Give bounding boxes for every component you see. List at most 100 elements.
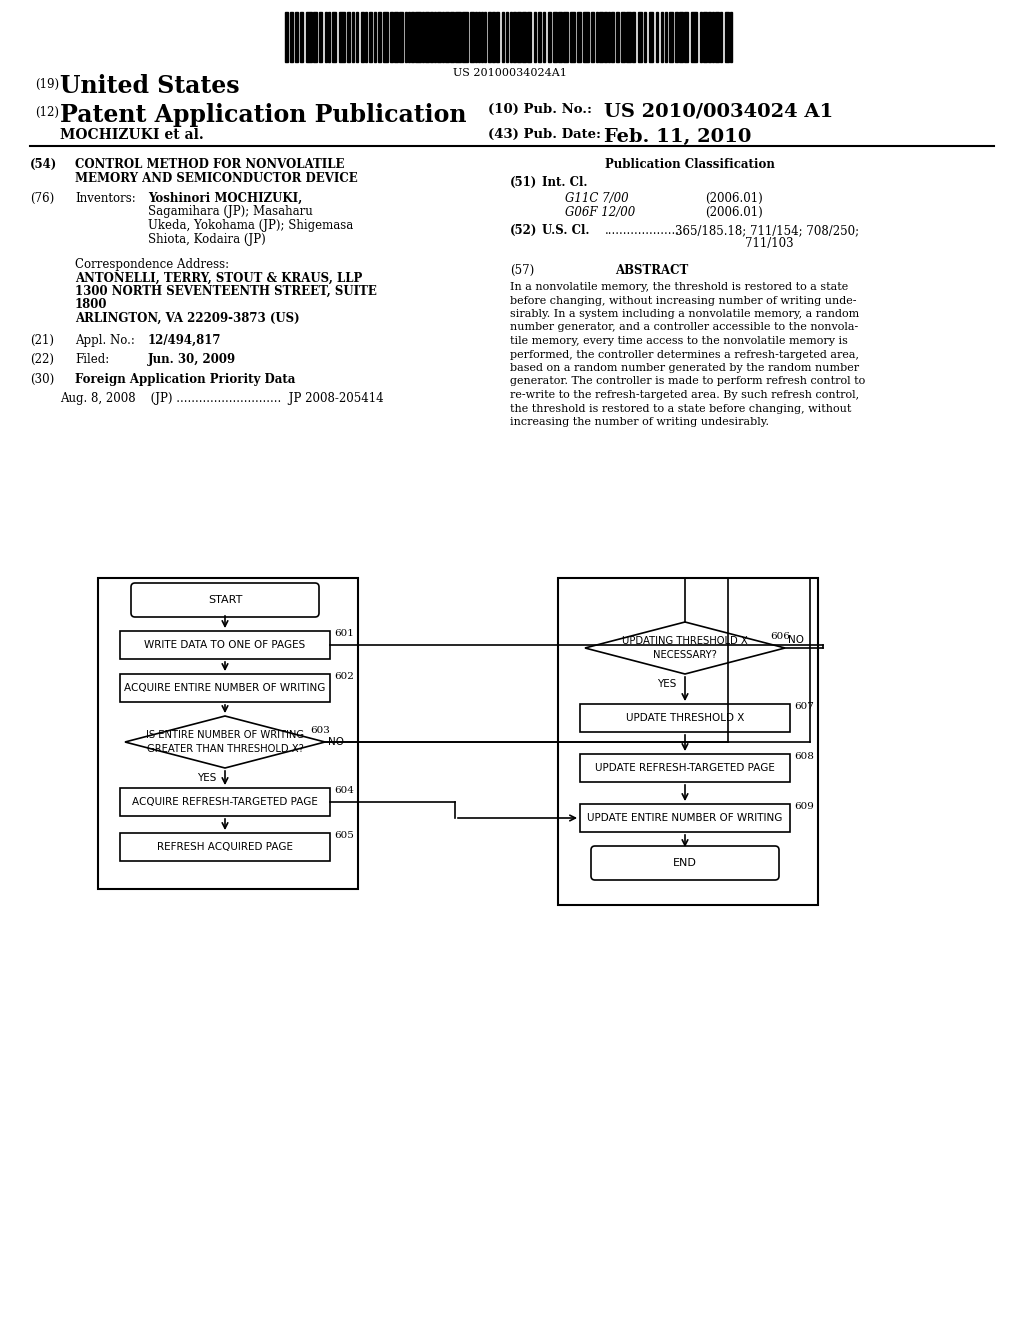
Text: US 20100034024A1: US 20100034024A1 (453, 69, 567, 78)
Text: Ukeda, Yokohama (JP); Shigemasa: Ukeda, Yokohama (JP); Shigemasa (148, 219, 353, 232)
Bar (306, 12, 312, 62)
Bar (538, 12, 541, 62)
Bar (120, 788, 330, 816)
Bar (390, 12, 393, 62)
Bar (580, 704, 790, 733)
Bar (675, 12, 678, 62)
FancyBboxPatch shape (131, 583, 319, 616)
Text: G06F 12/00: G06F 12/00 (565, 206, 635, 219)
Text: United States: United States (60, 74, 240, 98)
Text: MEMORY AND SEMICONDUCTOR DEVICE: MEMORY AND SEMICONDUCTOR DEVICE (75, 172, 357, 185)
Text: Jun. 30, 2009: Jun. 30, 2009 (148, 352, 237, 366)
Bar (596, 12, 598, 62)
Text: YES: YES (657, 678, 677, 689)
Bar (332, 12, 336, 62)
Text: U.S. Cl.: U.S. Cl. (542, 224, 590, 238)
Text: ACQUIRE ENTIRE NUMBER OF WRITING: ACQUIRE ENTIRE NUMBER OF WRITING (124, 682, 326, 693)
Bar (656, 12, 658, 62)
Text: ACQUIRE REFRESH-TARGETED PAGE: ACQUIRE REFRESH-TARGETED PAGE (132, 797, 317, 807)
Text: (10) Pub. No.:: (10) Pub. No.: (488, 103, 592, 116)
Text: (51): (51) (510, 176, 538, 189)
Bar (422, 12, 424, 62)
Text: NECESSARY?: NECESSARY? (653, 649, 717, 660)
Bar (669, 12, 673, 62)
Bar (408, 12, 410, 62)
Bar (611, 12, 614, 62)
FancyBboxPatch shape (591, 846, 779, 880)
Text: UPDATE REFRESH-TARGETED PAGE: UPDATE REFRESH-TARGETED PAGE (595, 763, 775, 774)
Bar (399, 12, 403, 62)
Bar (644, 12, 646, 62)
Bar (406, 12, 407, 62)
Bar (425, 12, 429, 62)
Text: based on a random number generated by the random number: based on a random number generated by th… (510, 363, 859, 374)
Bar (543, 12, 545, 62)
Text: UPDATE THRESHOLD X: UPDATE THRESHOLD X (626, 713, 744, 723)
Bar (285, 12, 288, 62)
Bar (715, 12, 719, 62)
Text: START: START (208, 595, 243, 605)
Bar (684, 12, 688, 62)
Bar (626, 12, 631, 62)
Text: 12/494,817: 12/494,817 (148, 334, 221, 347)
Bar (295, 12, 298, 62)
Text: NO: NO (788, 635, 804, 645)
Text: Filed:: Filed: (75, 352, 110, 366)
Bar (369, 12, 372, 62)
Text: 603: 603 (310, 726, 330, 735)
Bar (481, 12, 483, 62)
Bar (347, 12, 350, 62)
Text: G11C 7/00: G11C 7/00 (565, 191, 629, 205)
Text: Feb. 11, 2010: Feb. 11, 2010 (604, 128, 752, 147)
Text: REFRESH ACQUIRED PAGE: REFRESH ACQUIRED PAGE (157, 842, 293, 851)
Bar (434, 12, 436, 62)
Bar (325, 12, 327, 62)
Bar (339, 12, 345, 62)
Bar (374, 12, 376, 62)
Bar (599, 12, 603, 62)
Bar (703, 12, 707, 62)
Bar (720, 12, 722, 62)
Bar (662, 12, 663, 62)
Bar (583, 12, 589, 62)
Bar (604, 12, 607, 62)
Bar (700, 12, 702, 62)
Text: Shiota, Kodaira (JP): Shiota, Kodaira (JP) (148, 232, 266, 246)
Text: US 2010/0034024 A1: US 2010/0034024 A1 (604, 103, 834, 121)
Bar (591, 12, 594, 62)
Bar (319, 12, 322, 62)
Bar (638, 12, 642, 62)
Text: WRITE DATA TO ONE OF PAGES: WRITE DATA TO ONE OF PAGES (144, 640, 305, 649)
Text: 608: 608 (794, 752, 814, 762)
Text: Inventors:: Inventors: (75, 191, 136, 205)
Bar (558, 578, 818, 906)
Text: END: END (673, 858, 697, 869)
Bar (328, 12, 330, 62)
Bar (725, 12, 729, 62)
Bar (577, 12, 581, 62)
Bar (290, 12, 293, 62)
Bar (415, 12, 421, 62)
Bar (120, 833, 330, 861)
Text: Sagamihara (JP); Masaharu: Sagamihara (JP); Masaharu (148, 206, 312, 219)
Text: sirably. In a system including a nonvolatile memory, a random: sirably. In a system including a nonvola… (510, 309, 859, 319)
Bar (522, 12, 526, 62)
Polygon shape (125, 715, 325, 768)
Text: tile memory, every time access to the nonvolatile memory is: tile memory, every time access to the no… (510, 337, 848, 346)
Bar (553, 12, 557, 62)
Text: Patent Application Publication: Patent Application Publication (60, 103, 467, 127)
Text: Yoshinori MOCHIZUKI,: Yoshinori MOCHIZUKI, (148, 191, 302, 205)
Text: 1300 NORTH SEVENTEENTH STREET, SUITE: 1300 NORTH SEVENTEENTH STREET, SUITE (75, 285, 377, 298)
Bar (450, 12, 454, 62)
Text: increasing the number of writing undesirably.: increasing the number of writing undesir… (510, 417, 769, 426)
Bar (616, 12, 618, 62)
Bar (455, 12, 461, 62)
Text: ABSTRACT: ABSTRACT (615, 264, 688, 277)
Bar (608, 12, 610, 62)
Bar (649, 12, 653, 62)
Text: IS ENTIRE NUMBER OF WRITING: IS ENTIRE NUMBER OF WRITING (146, 730, 304, 741)
Bar (517, 12, 521, 62)
Bar (632, 12, 635, 62)
Bar (510, 12, 512, 62)
Bar (679, 12, 683, 62)
